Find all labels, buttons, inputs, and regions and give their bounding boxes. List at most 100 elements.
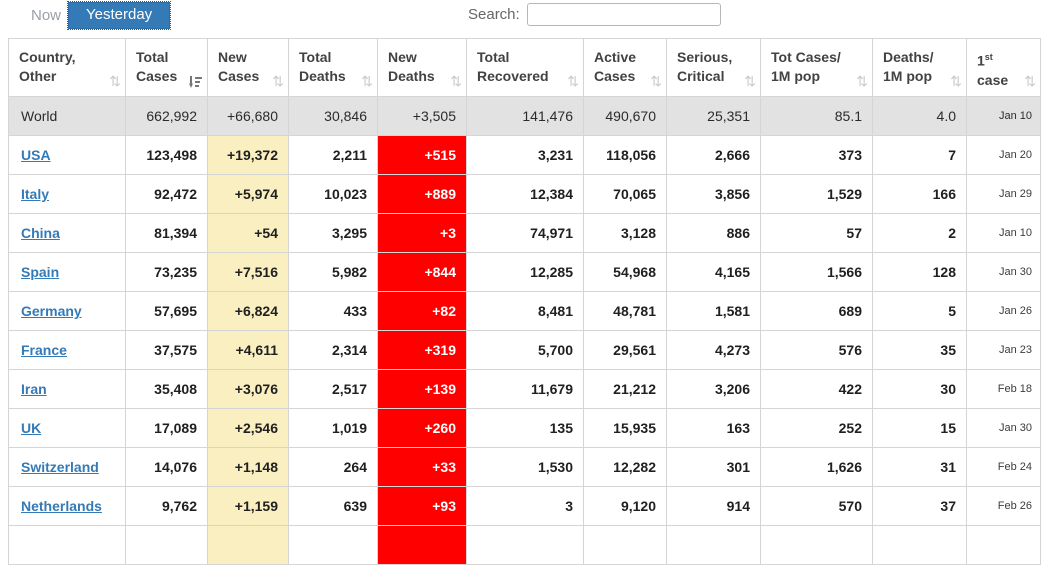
new-cases-cell: +2,546 bbox=[207, 408, 289, 448]
search-input[interactable] bbox=[526, 3, 721, 26]
country-cell: Germany bbox=[8, 291, 126, 331]
new-deaths-cell: +844 bbox=[377, 252, 467, 292]
country-link-china[interactable]: China bbox=[21, 225, 60, 241]
data-cell: 5,982 bbox=[288, 252, 378, 292]
data-cell: 3,295 bbox=[288, 213, 378, 253]
new-deaths-cell: +319 bbox=[377, 330, 467, 370]
data-cell: 37,575 bbox=[125, 330, 208, 370]
data-cell: 31 bbox=[872, 447, 967, 487]
data-cell: 141,476 bbox=[466, 96, 584, 136]
header-label-line2: Critical bbox=[677, 68, 725, 84]
header-row: Country, Other ⇅ Total Cases New Cases ⇅ Total De… bbox=[8, 38, 1041, 97]
table-row: France 37,575 +4,611 2,314 +319 5,700 29,561 4,… bbox=[8, 330, 1041, 370]
country-link-italy[interactable]: Italy bbox=[21, 186, 50, 202]
new-cases-cell: +19,372 bbox=[207, 135, 289, 175]
data-cell: 433 bbox=[288, 291, 378, 331]
new-deaths-cell: +33 bbox=[377, 447, 467, 487]
country-link-iran[interactable]: Iran bbox=[21, 381, 47, 397]
tab-yesterday[interactable]: Yesterday bbox=[66, 1, 172, 30]
data-cell: 57,695 bbox=[125, 291, 208, 331]
data-cell: 689 bbox=[760, 291, 873, 331]
data-cell: 166 bbox=[872, 174, 967, 214]
column-header-total-recovered[interactable]: Total Recovered ⇅ bbox=[466, 38, 584, 97]
header-label-line2: Recovered bbox=[477, 68, 549, 84]
data-cell bbox=[760, 525, 873, 565]
data-cell: 25,351 bbox=[666, 96, 761, 136]
column-header-country-other[interactable]: Country, Other ⇅ bbox=[8, 38, 126, 97]
data-cell: 2 bbox=[872, 213, 967, 253]
data-cell: 264 bbox=[288, 447, 378, 487]
country-link-germany[interactable]: Germany bbox=[21, 303, 82, 319]
data-cell: 128 bbox=[872, 252, 967, 292]
data-cell: 1,530 bbox=[466, 447, 584, 487]
data-cell: 92,472 bbox=[125, 174, 208, 214]
data-cell: 3 bbox=[466, 486, 584, 526]
column-header-1-case[interactable]: 1st case ⇅ bbox=[966, 38, 1041, 97]
header-label-line1: Country, bbox=[19, 49, 76, 65]
table-row: USA 123,498 +19,372 2,211 +515 3,231 118,056 2,… bbox=[8, 135, 1041, 175]
data-cell bbox=[583, 525, 667, 565]
data-cell: 1,566 bbox=[760, 252, 873, 292]
column-header-deaths-1m-pop[interactable]: Deaths/1M pop ⇅ bbox=[872, 38, 967, 97]
data-cell: 662,992 bbox=[125, 96, 208, 136]
data-cell: 57 bbox=[760, 213, 873, 253]
sort-descending-icon bbox=[189, 75, 203, 88]
data-cell: 163 bbox=[666, 408, 761, 448]
new-cases-cell: +54 bbox=[207, 213, 289, 253]
country-cell: USA bbox=[8, 135, 126, 175]
data-cell: 10,023 bbox=[288, 174, 378, 214]
data-cell: 30,846 bbox=[288, 96, 378, 136]
data-cell: 3,856 bbox=[666, 174, 761, 214]
data-cell: 123,498 bbox=[125, 135, 208, 175]
data-cell: 3,206 bbox=[666, 369, 761, 409]
column-header-total-deaths[interactable]: Total Deaths ⇅ bbox=[288, 38, 378, 97]
data-cell bbox=[125, 525, 208, 565]
table-row: Italy 92,472 +5,974 10,023 +889 12,384 70,065 3… bbox=[8, 174, 1041, 214]
data-cell: 422 bbox=[760, 369, 873, 409]
column-header-total-cases[interactable]: Total Cases bbox=[125, 38, 208, 97]
table-row: UK 17,089 +2,546 1,019 +260 135 15,935 163 252 15… bbox=[8, 408, 1041, 448]
column-header-new-cases[interactable]: New Cases ⇅ bbox=[207, 38, 289, 97]
country-link-spain[interactable]: Spain bbox=[21, 264, 60, 280]
table-row: Iran 35,408 +3,076 2,517 +139 11,679 21,212 3,2… bbox=[8, 369, 1041, 409]
country-cell: Italy bbox=[8, 174, 126, 214]
column-header-active-cases[interactable]: Active Cases ⇅ bbox=[583, 38, 667, 97]
header-label-line1: Serious, bbox=[677, 49, 733, 65]
table-row: China 81,394 +54 3,295 +3 74,971 3,128 886 57 2 Ja… bbox=[8, 213, 1041, 253]
country-cell: Switzerland bbox=[8, 447, 126, 487]
data-cell: 914 bbox=[666, 486, 761, 526]
country-link-netherlands[interactable]: Netherlands bbox=[21, 498, 102, 514]
country-cell: Netherlands bbox=[8, 486, 126, 526]
country-link-uk[interactable]: UK bbox=[21, 420, 42, 436]
first-case-date-cell: Jan 30 bbox=[966, 408, 1041, 448]
country-cell: Spain bbox=[8, 252, 126, 292]
new-deaths-cell bbox=[377, 525, 467, 565]
data-cell: 2,666 bbox=[666, 135, 761, 175]
country-link-usa[interactable]: USA bbox=[21, 147, 51, 163]
new-cases-cell: +1,159 bbox=[207, 486, 289, 526]
data-cell: 2,517 bbox=[288, 369, 378, 409]
data-cell: 15 bbox=[872, 408, 967, 448]
data-cell: 11,679 bbox=[466, 369, 584, 409]
country-link-france[interactable]: France bbox=[21, 342, 67, 358]
tab-now[interactable]: Now bbox=[25, 6, 67, 25]
data-cell: 54,968 bbox=[583, 252, 667, 292]
first-case-date-cell bbox=[966, 525, 1041, 565]
first-case-date-cell: Feb 26 bbox=[966, 486, 1041, 526]
first-case-date-cell: Jan 10 bbox=[966, 96, 1041, 136]
column-header-tot-cases-1m-pop[interactable]: Tot Cases/1M pop ⇅ bbox=[760, 38, 873, 97]
column-header-new-deaths[interactable]: New Deaths ⇅ bbox=[377, 38, 467, 97]
first-case-date-cell: Jan 23 bbox=[966, 330, 1041, 370]
toolbar: Now Yesterday Search: bbox=[0, 0, 1050, 38]
data-cell: 9,120 bbox=[583, 486, 667, 526]
world-row: World 662,992 +66,680 30,846 +3,505 141,476 49… bbox=[8, 96, 1041, 136]
header-label-line1: Deaths/ bbox=[883, 49, 934, 65]
header-label-line2: Cases bbox=[594, 68, 636, 84]
data-cell: 12,285 bbox=[466, 252, 584, 292]
data-cell: 886 bbox=[666, 213, 761, 253]
data-cell: 30 bbox=[872, 369, 967, 409]
first-case-date-cell: Jan 20 bbox=[966, 135, 1041, 175]
country-link-switzerland[interactable]: Switzerland bbox=[21, 459, 99, 475]
country-cell: France bbox=[8, 330, 126, 370]
column-header-serious-critical[interactable]: Serious, Critical ⇅ bbox=[666, 38, 761, 97]
